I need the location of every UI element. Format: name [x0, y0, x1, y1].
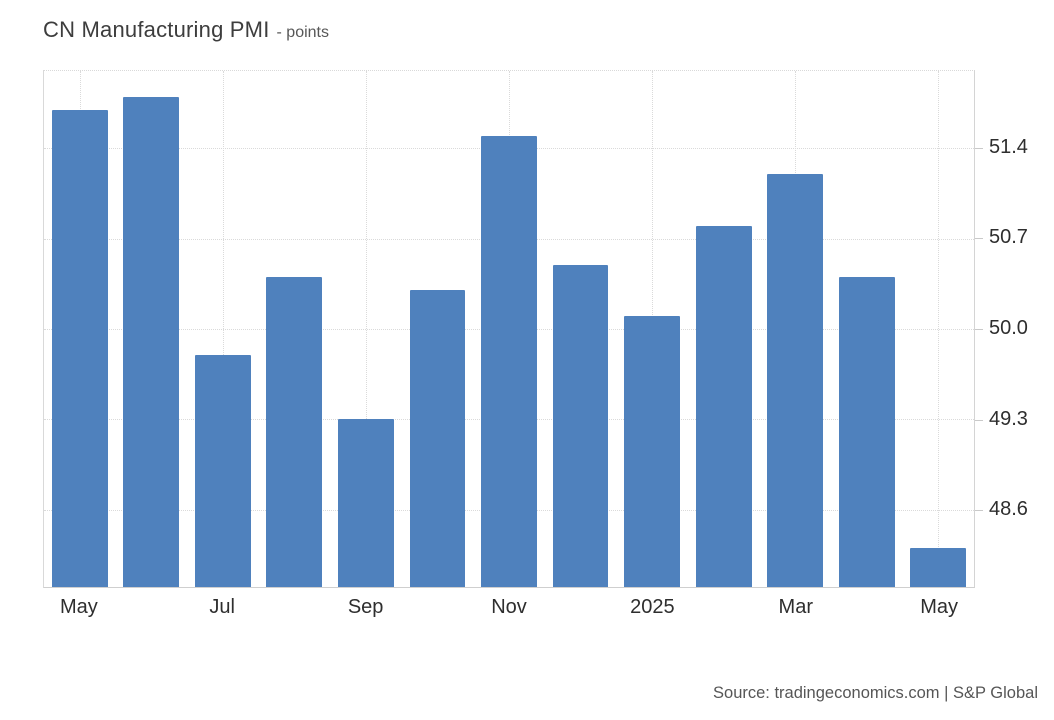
y-axis-label: 49.3	[989, 407, 1028, 430]
x-axis-label: Sep	[347, 596, 384, 618]
x-axis-label: Nov	[491, 596, 527, 618]
bar-may-12[interactable]	[910, 548, 967, 587]
bar-may-0[interactable]	[51, 109, 108, 587]
bar-oct-5[interactable]	[409, 290, 466, 587]
x-gridline	[222, 71, 224, 587]
x-axis-label: Mar	[778, 596, 813, 618]
x-axis: May Jul Sep Nov 2025 Mar May	[43, 596, 975, 624]
bar-dec-7[interactable]	[552, 264, 609, 587]
bar-nov-6[interactable]	[481, 135, 537, 587]
x-axis-label: Jul	[209, 596, 236, 618]
x-gridline	[938, 71, 940, 587]
y-axis-label: 50.0	[989, 317, 1028, 340]
y-axis-tick	[975, 238, 983, 240]
y-axis-label: 48.6	[989, 498, 1028, 521]
chart-title: CN Manufacturing PMI	[43, 17, 270, 42]
chart-title-row: CN Manufacturing PMI - points	[43, 17, 329, 43]
bar-jun-1[interactable]	[123, 96, 180, 587]
y-axis-tick	[975, 510, 983, 512]
y-axis-label: 51.4	[989, 135, 1028, 158]
bar-jan-8[interactable]	[624, 316, 680, 587]
plot-area	[43, 70, 975, 588]
bar-jul-2[interactable]	[194, 354, 251, 587]
source-text: Source: tradingeconomics.com | S&P Globa…	[713, 684, 1038, 702]
bar-mar-10[interactable]	[767, 174, 824, 587]
y-axis-tick	[975, 147, 983, 149]
y-axis-tick	[975, 329, 983, 330]
y-axis-label: 50.7	[989, 226, 1028, 249]
x-axis-label: May	[59, 596, 98, 618]
bar-apr-11[interactable]	[838, 277, 895, 587]
bar-feb-9[interactable]	[695, 225, 752, 587]
y-axis: 51.4 50.7 50.0 49.3 48.6	[975, 70, 1054, 588]
bar-aug-3[interactable]	[266, 277, 323, 587]
x-axis-label: May	[920, 596, 959, 618]
bar-sep-4[interactable]	[338, 419, 394, 587]
x-gridline	[365, 71, 367, 587]
chart-unit-label: - points	[276, 24, 329, 41]
y-axis-tick	[975, 419, 983, 421]
x-axis-label: 2025	[630, 596, 675, 618]
